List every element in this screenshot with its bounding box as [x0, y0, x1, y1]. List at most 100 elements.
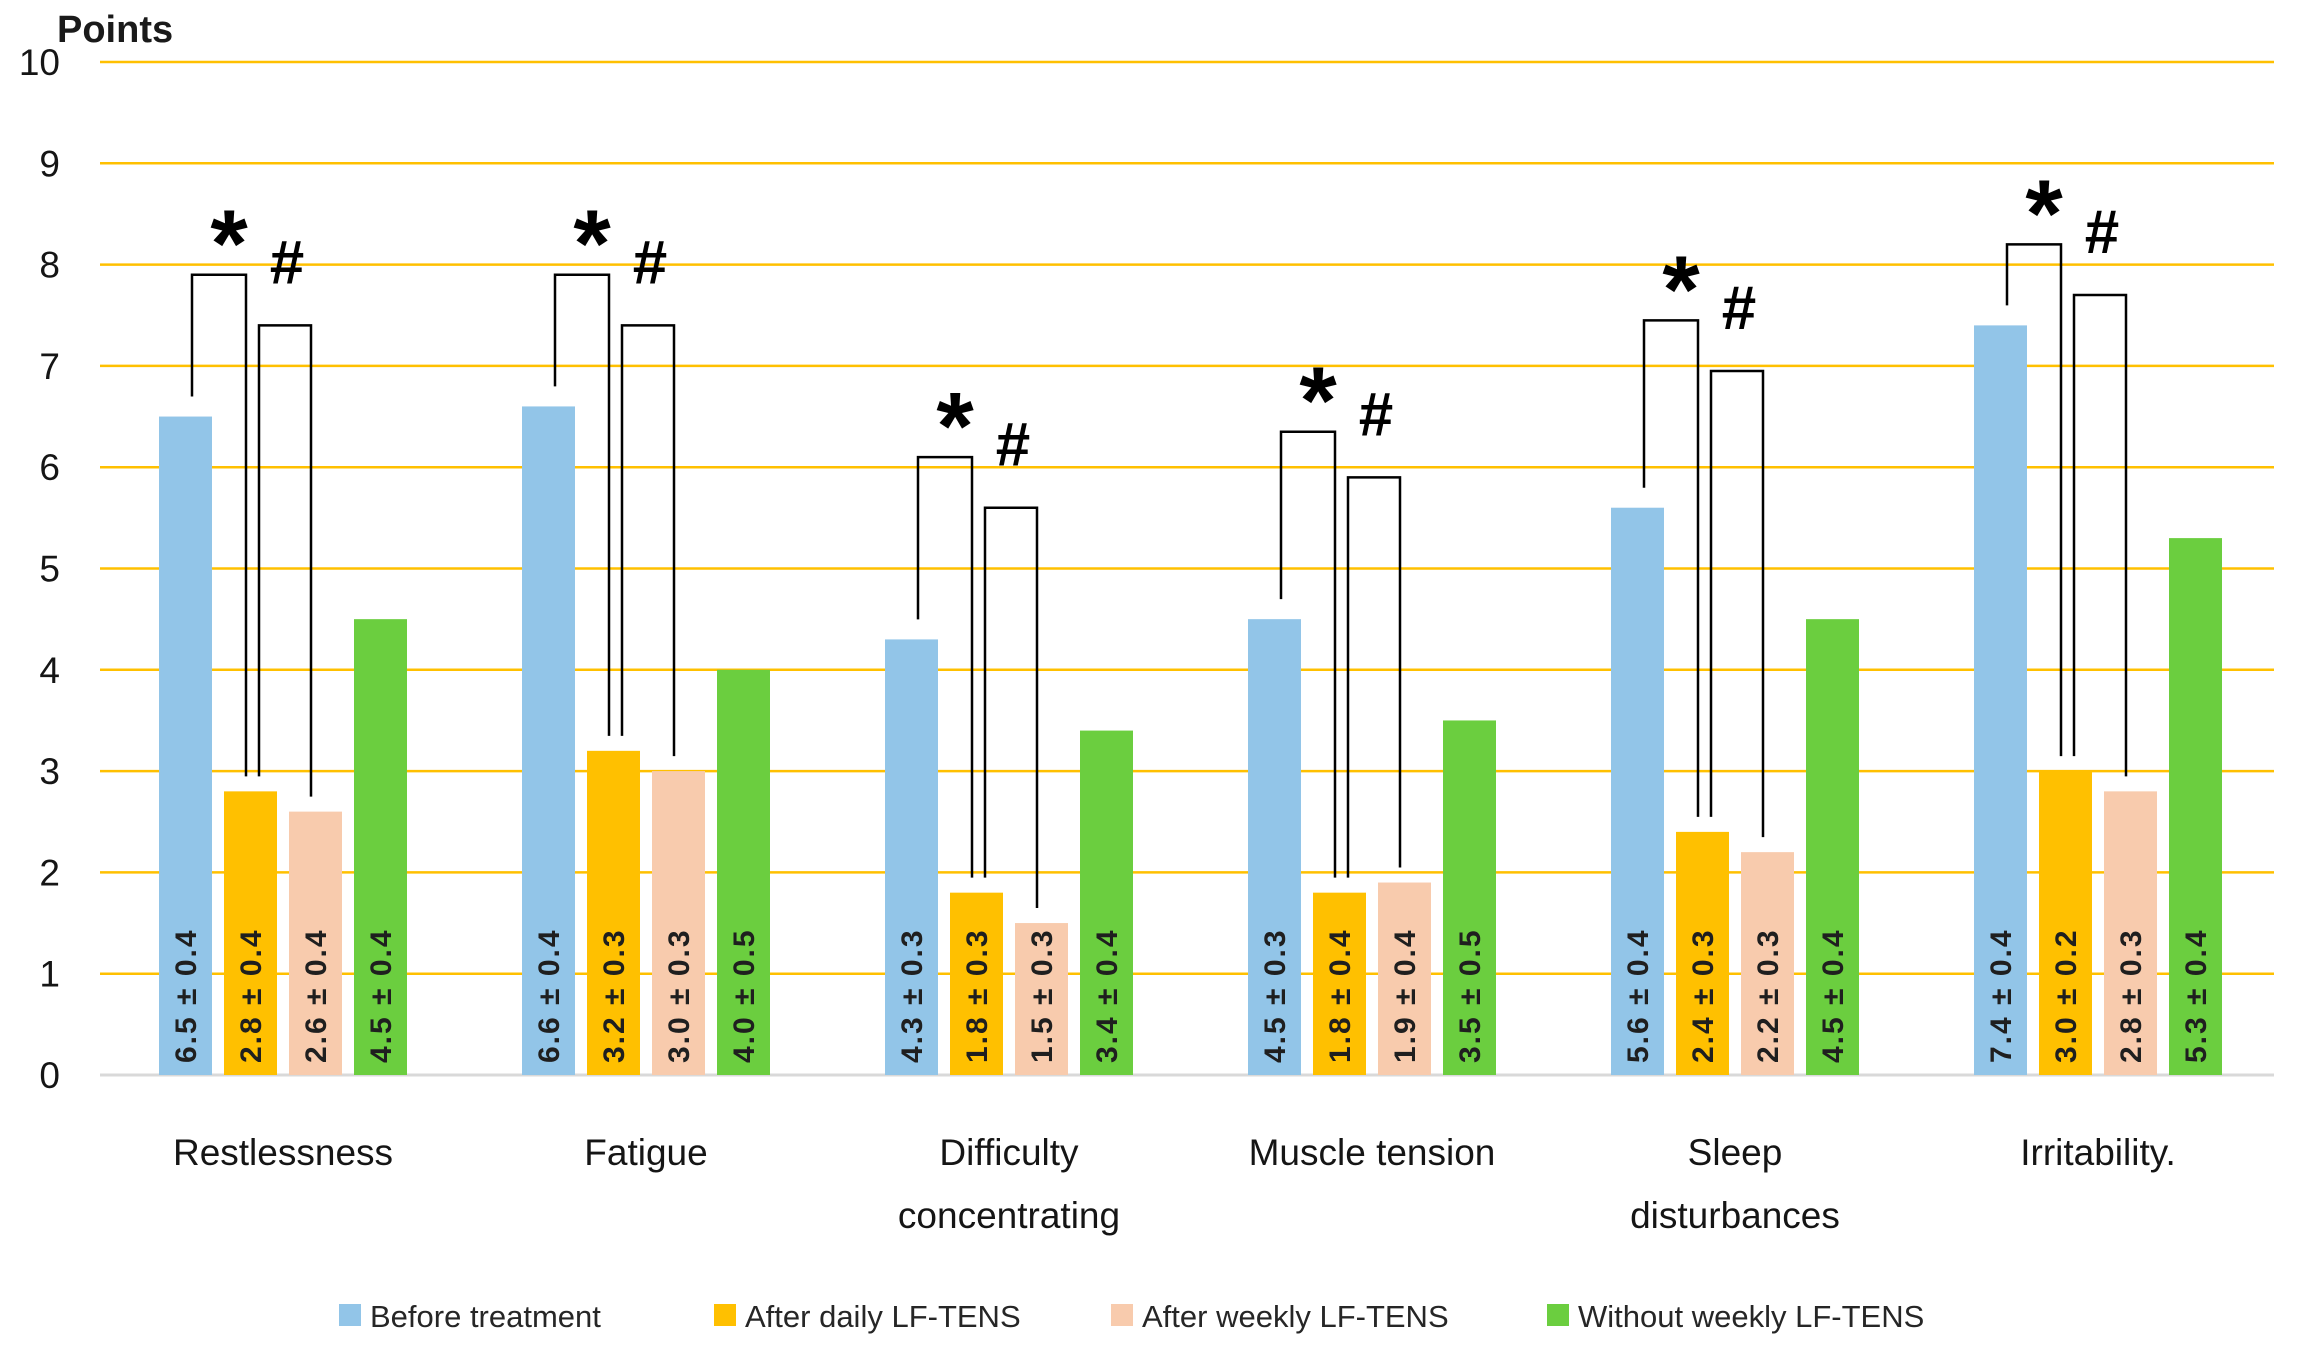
hash-bracket [620, 324, 676, 757]
hash-symbol: # [996, 411, 1030, 480]
bar-value-label: 4.5 ± 0.3 [1259, 928, 1292, 1063]
y-axis-tick-labels: 0 1 2 3 4 5 6 7 8 9 10 [19, 42, 60, 1096]
bar [652, 771, 705, 1075]
y-tick-label: 7 [39, 346, 60, 387]
bar-value-label: 4.0 ± 0.5 [728, 928, 761, 1063]
star-bracket [553, 273, 611, 736]
bar-value-label: 6.5 ± 0.4 [170, 928, 203, 1063]
y-tick-label: 9 [39, 143, 60, 184]
category-label: Restlessness [173, 1132, 393, 1173]
bar-value-label: 3.4 ± 0.4 [1091, 928, 1124, 1063]
category-label: disturbances [1630, 1195, 1840, 1236]
bar [2039, 771, 2092, 1075]
y-tick-label: 8 [39, 245, 60, 286]
bar-value-label: 1.8 ± 0.3 [961, 928, 994, 1063]
bar [1741, 852, 1794, 1075]
hash-symbol: # [633, 228, 667, 297]
legend-swatch [714, 1304, 736, 1326]
bar [1080, 730, 1133, 1075]
category-label: Sleep [1688, 1132, 1783, 1173]
star-bracket [1279, 430, 1337, 878]
asterisk-symbol: * [2025, 160, 2063, 267]
asterisk-symbol: * [210, 191, 248, 298]
bar-value-label: 5.6 ± 0.4 [1622, 928, 1655, 1063]
bar [717, 669, 770, 1075]
bar-value-label: 7.4 ± 0.4 [1985, 928, 2018, 1063]
y-tick-label: 10 [19, 42, 60, 83]
bar [1015, 923, 1068, 1075]
hash-symbol: # [1722, 274, 1756, 343]
bar-value-label: 2.8 ± 0.4 [235, 928, 268, 1063]
category-label: Difficulty [939, 1132, 1079, 1173]
legend: Before treatment After daily LF-TENS After… [339, 1299, 1924, 1334]
category-label: Fatigue [584, 1132, 707, 1173]
category-labels: Restlessness Fatigue Difficulty concentrati… [173, 1132, 2176, 1236]
y-tick-label: 2 [39, 852, 60, 893]
hash-bracket [983, 506, 1039, 909]
axis-title: Points [57, 9, 173, 51]
hash-symbol: # [1359, 380, 1393, 449]
legend-label: After weekly LF-TENS [1142, 1299, 1449, 1334]
asterisk-symbol: * [1662, 236, 1700, 343]
bar-value-label: 2.2 ± 0.3 [1752, 928, 1785, 1063]
bar-value-label: 3.0 ± 0.3 [663, 928, 696, 1063]
bar-value-label: 3.0 ± 0.2 [2050, 928, 2083, 1063]
bar-value-label: 2.4 ± 0.3 [1687, 928, 1720, 1063]
legend-label: After daily LF-TENS [745, 1299, 1021, 1334]
bar [1313, 892, 1366, 1075]
bar-value-label: 6.6 ± 0.4 [533, 928, 566, 1063]
bar-value-label: 4.3 ± 0.3 [896, 928, 929, 1063]
y-tick-label: 3 [39, 751, 60, 792]
bar-value-label: 1.5 ± 0.3 [1026, 928, 1059, 1063]
bar-value-label: 1.8 ± 0.4 [1324, 928, 1357, 1063]
category-label: Muscle tension [1249, 1132, 1496, 1173]
y-tick-label: 5 [39, 549, 60, 590]
bar [2104, 791, 2157, 1075]
bar [1676, 831, 1729, 1075]
legend-swatch [1111, 1304, 1133, 1326]
bar [950, 892, 1003, 1075]
bar [159, 416, 212, 1075]
bar-value-label: 2.6 ± 0.4 [300, 928, 333, 1063]
bar-value-label: 3.5 ± 0.5 [1454, 928, 1487, 1063]
hash-bracket [1709, 369, 1765, 838]
star-bracket [1642, 319, 1700, 817]
bar [885, 639, 938, 1075]
bar [1443, 720, 1496, 1075]
bar-value-label: 5.3 ± 0.4 [2180, 928, 2213, 1063]
asterisk-symbol: * [1299, 348, 1337, 455]
legend-swatch [339, 1304, 361, 1326]
bar-value-label: 1.9 ± 0.4 [1389, 928, 1422, 1063]
star-bracket [2005, 243, 2063, 757]
asterisk-symbol: * [573, 191, 611, 298]
bar-value-label: 2.8 ± 0.3 [2115, 928, 2148, 1063]
hash-bracket [2072, 293, 2128, 777]
y-tick-label: 4 [39, 650, 60, 691]
hash-symbol: # [270, 228, 304, 297]
category-label: Irritability. [2020, 1132, 2176, 1173]
bar [289, 811, 342, 1075]
bar [1806, 619, 1859, 1075]
legend-swatch [1547, 1304, 1569, 1326]
bar [1248, 619, 1301, 1075]
bar [354, 619, 407, 1075]
bar [587, 750, 640, 1075]
hash-bracket [1346, 476, 1402, 878]
y-tick-label: 0 [39, 1055, 60, 1096]
significance-brackets: * # * # * # * # * # * # [190, 160, 2128, 909]
bar [1378, 882, 1431, 1075]
bar [2169, 538, 2222, 1075]
y-tick-label: 1 [39, 954, 60, 995]
hash-symbol: # [2085, 198, 2119, 267]
bar [224, 791, 277, 1075]
asterisk-symbol: * [936, 373, 974, 480]
bars [159, 325, 2222, 1076]
legend-label: Before treatment [370, 1299, 601, 1334]
legend-label: Without weekly LF-TENS [1578, 1299, 1924, 1334]
bar [1611, 507, 1664, 1076]
hash-bracket [257, 324, 313, 797]
bar-value-label: 3.2 ± 0.3 [598, 928, 631, 1063]
category-label: concentrating [898, 1195, 1120, 1236]
